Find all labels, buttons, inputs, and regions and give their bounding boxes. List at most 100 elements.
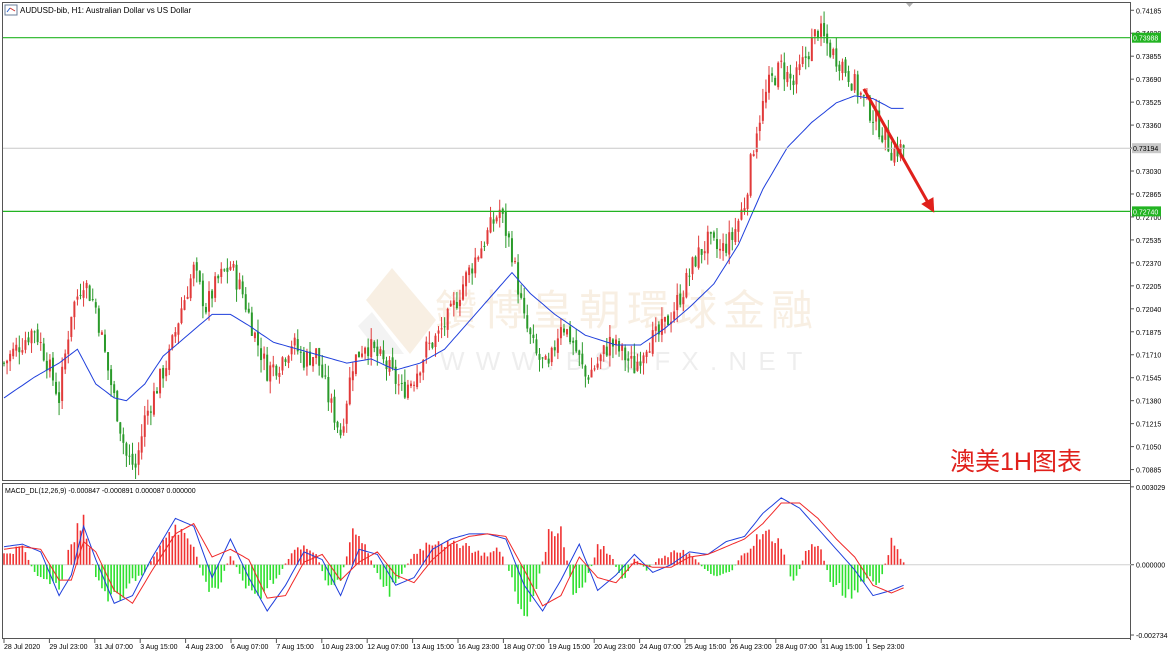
price-tag-label: 0.73988 [1133,36,1158,43]
chart-annotation: 澳美1H图表 [950,448,1082,476]
candle-body [171,335,174,349]
candle [253,331,256,342]
candle-body [605,346,608,356]
candle-body [654,326,657,331]
candle [645,349,648,364]
candle [45,352,48,379]
signal-line [3,502,904,607]
price-tick-label: 0.72040 [1136,307,1161,314]
candle-body [134,463,137,468]
candle-body [394,366,397,384]
candle [85,280,88,299]
candle-body [321,364,324,378]
candle [483,241,486,252]
candle [287,354,290,369]
candle-body [409,383,412,387]
candle [364,346,367,360]
arrow-head-icon [921,197,935,213]
candle-body [388,360,391,372]
candle-body [829,42,832,57]
candle [351,361,354,392]
candle-body [465,272,468,287]
candle [462,275,464,301]
candle-body [700,249,703,255]
time-tick-label: 7 Aug 15:00 [276,644,313,651]
candle-body [529,328,532,335]
candle-body [9,353,12,362]
candle [507,231,510,247]
candle [547,352,550,368]
candlesticks [3,11,905,479]
candle-body [204,306,207,313]
candle [633,343,636,374]
downtrend-arrow[interactable] [862,88,935,213]
candle [752,150,755,157]
price-tick-label: 0.73690 [1136,77,1161,84]
candle [330,393,333,413]
candle [357,351,360,358]
horizontal-levels[interactable]: 0.73988 0.73194 0.72740 [3,32,1161,217]
macd-tick-label: -0.002734 [1136,633,1168,640]
chart-shift-marker-icon[interactable] [906,3,913,7]
candle-body [419,372,422,376]
macd-line [3,497,904,612]
candle-body [688,275,691,277]
candle-body [709,231,712,234]
candle [550,346,553,367]
candle-body [841,61,844,74]
candle [789,64,792,91]
candle-body [458,299,461,307]
price-tick-label: 0.73360 [1136,123,1161,130]
candle [468,264,471,283]
candle [872,110,875,135]
candle [737,218,740,243]
candle-body [663,317,666,322]
candle-body [764,91,767,103]
candle [61,357,64,410]
candle [538,348,541,372]
candle [342,418,345,436]
candle-body [510,238,513,263]
candle [611,338,614,359]
candle [440,316,443,339]
candle-body [630,355,633,359]
candle [348,366,351,406]
candle [385,356,388,381]
candle [596,357,599,370]
candle-body [97,308,100,333]
candle [449,300,452,307]
candle [354,354,357,377]
candle-body [36,329,39,343]
macd-histogram [3,514,1131,617]
candle [125,441,128,467]
candle [581,342,584,369]
candle-body [679,293,682,305]
candle-body [437,330,440,334]
candle-body [881,135,884,142]
symbol-icon [4,4,18,16]
candle [768,65,770,100]
candle-body [94,302,97,308]
candle [198,270,201,285]
candle [697,235,700,270]
candle-body [79,294,82,296]
candle-body [847,71,850,83]
candle-body [517,262,520,295]
candle-body [832,49,835,56]
candle-body [455,301,458,309]
candle [685,268,688,299]
candle-body [526,315,529,329]
candle-body [789,73,792,79]
candle [654,317,657,343]
candle [535,333,538,356]
candle [703,241,706,261]
candle [816,29,819,42]
candle-body [813,29,816,37]
candle [27,331,30,346]
candle [189,274,192,302]
candle [6,359,9,375]
candle [339,423,342,439]
candle [446,307,449,338]
